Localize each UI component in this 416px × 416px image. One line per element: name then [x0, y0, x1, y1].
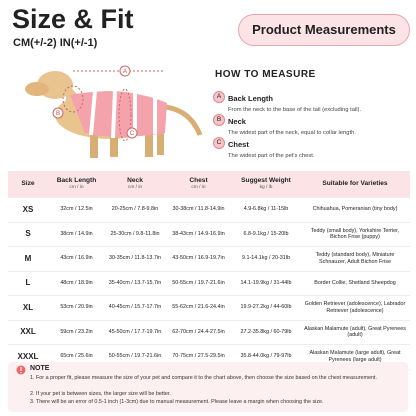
- table-cell: 38-43cm / 14.9-16.9in: [172, 230, 225, 237]
- table-cell: 25-30cm / 9.8-11.8in: [110, 230, 160, 237]
- table-row: XL 53cm / 20.9in 40-45cm / 15.7-17.7in 55-6…: [8, 296, 410, 321]
- measure-item: B Neck The widest part of the neck, equal …: [213, 111, 413, 136]
- table-cell: 48cm / 18.9in: [60, 279, 93, 286]
- table-cell: 27.2-35.8kg / 60-79lb: [240, 328, 292, 335]
- diagram-label: A: [123, 69, 127, 75]
- table-cell: 40-45cm / 15.7-17.7in: [108, 304, 162, 311]
- table-cell: Alaskan Malamute (large adult), Great Py…: [309, 350, 401, 363]
- table-cell: Golden Retriever (adolescence), Labrador…: [304, 301, 406, 314]
- table-cell: Chihuahua, Pomeranian (tiny body): [312, 206, 398, 213]
- header-name: Chest: [189, 176, 208, 184]
- subtitle: CM(+/-2) IN(+/-1): [13, 37, 98, 49]
- measure-name: Back Length: [228, 94, 274, 103]
- measure-desc: The widest part of the pet's chest.: [228, 153, 315, 159]
- measure-key: B: [213, 113, 225, 126]
- header-name: Size: [21, 179, 35, 187]
- table-row: S 38cm / 14.9in 25-30cm / 9.8-11.8in 38-43c…: [8, 223, 410, 247]
- header-cell: Suggest Weight kg / lb: [232, 171, 300, 197]
- table-cell: Teddy (standard body), Miniature Schnauz…: [315, 252, 395, 265]
- table-cell: 62-70cm / 24.4-27.5in: [172, 328, 225, 335]
- table-row: XXL 59cm / 23.2in 45-50cm / 17.7-19.7in 62-…: [8, 321, 410, 345]
- size-cell: XL: [22, 302, 34, 312]
- note-line: 1. For a proper fit, please measure the …: [30, 375, 377, 381]
- measure-heading: A Back Length: [213, 88, 413, 106]
- table-cell: Teddy (small body), Yorkshire Terrier, B…: [310, 227, 400, 241]
- measure-key: A: [213, 90, 225, 103]
- measure-desc: The widest part of the neck, equal to co…: [228, 130, 356, 136]
- table-cell: 53cm / 20.9in: [60, 304, 93, 311]
- header-cell: Chest cm / in: [165, 171, 232, 197]
- table-cell: 50-55cm / 19.7-21.6in: [108, 353, 162, 360]
- table-cell: 19.9-27.2kg / 44-60lb: [240, 304, 292, 311]
- title: Size & Fit: [12, 4, 134, 34]
- measure-item: C Chest The widest part of the pet's chest…: [213, 134, 413, 159]
- header-cell: Suitable for Varieties: [300, 171, 410, 197]
- size-table: Size Back Length cm / in Neck cm / in Chest cm…: [8, 171, 410, 370]
- note-title: NOTE: [30, 365, 50, 372]
- size-cell: XXXL: [17, 351, 39, 361]
- measure-key: C: [213, 136, 225, 149]
- table-cell: 9.1-14.1kg / 20-31lb: [242, 255, 290, 262]
- header-name: Back Length: [56, 176, 97, 184]
- table-cell: 4.9-6.8kg / 11-15lb: [243, 206, 289, 213]
- table-cell: 35-40cm / 13.7-15.7in: [108, 279, 162, 286]
- measure-name: Chest: [228, 140, 249, 149]
- table-cell: 20-25cm / 7.8-9.8in: [111, 206, 159, 213]
- table-cell: 43-50cm / 16.9-19.7in: [172, 255, 225, 262]
- header-name: Suitable for Varieties: [322, 179, 388, 187]
- measure-desc: From the neck to the base of the tail (e…: [228, 107, 362, 113]
- measure-name: Neck: [228, 117, 246, 126]
- measure-heading: C Chest: [213, 134, 413, 152]
- table-cell: Alaskan Malamute (adult), Great Pyrenees…: [304, 325, 406, 339]
- note-box: NOTE 1. For a proper fit, please measure…: [8, 362, 408, 412]
- table-cell: 38cm / 14.9in: [60, 230, 93, 237]
- measure-heading: B Neck: [213, 111, 413, 129]
- size-cell: L: [25, 278, 31, 288]
- table-row: M 43cm / 16.9in 30-35cm / 11.8-13.7in 43-50…: [8, 247, 410, 272]
- size-cell: XS: [22, 204, 34, 214]
- section-title: HOW TO MEASURE: [215, 69, 316, 80]
- table-row: L 48cm / 18.9in 35-40cm / 13.7-15.7in 50-55…: [8, 272, 410, 296]
- measure-item: A Back Length From the neck to the base of…: [213, 88, 413, 113]
- header-name: Neck: [127, 176, 143, 184]
- header-unit: cm / in: [69, 185, 84, 191]
- size-cell: XXL: [20, 327, 36, 337]
- note-line: 3. There will be an error of 0.5-1 inch …: [30, 399, 324, 405]
- table-cell: 14.1-19.9kg / 31-44lb: [240, 279, 292, 286]
- size-cell: M: [24, 253, 32, 263]
- info-icon: [16, 365, 26, 375]
- header-cell: Back Length cm / in: [48, 171, 105, 197]
- diagram-label: B: [56, 111, 60, 117]
- table-cell: 32cm / 12.5in: [60, 206, 93, 213]
- header-unit: cm / in: [127, 185, 143, 191]
- table-cell: 59cm / 23.2in: [60, 328, 93, 335]
- header-unit: cm / in: [191, 185, 206, 191]
- table-cell: 43cm / 16.9in: [60, 255, 93, 262]
- table-cell: 35.8-44.0kg / 79-97lb: [240, 353, 292, 360]
- table-cell: 55-62cm / 21.6-24.4in: [172, 304, 225, 311]
- size-cell: S: [25, 229, 31, 239]
- table-cell: 50-55cm / 19.7-21.6in: [172, 279, 225, 286]
- header-row: Size Back Length cm / in Neck cm / in Chest cm…: [8, 171, 410, 198]
- table-cell: 6.8-9.1kg / 15-20lb: [243, 230, 289, 237]
- table-cell: 70-75cm / 27.5-29.5in: [172, 353, 225, 360]
- header-cell: Neck cm / in: [105, 171, 165, 197]
- table-cell: 30-38cm / 11.8-14.9in: [172, 206, 225, 213]
- header-unit: kg / lb: [259, 185, 273, 191]
- badge: Product Measurements: [238, 14, 410, 46]
- table-row: XS 32cm / 12.5in 20-25cm / 7.8-9.8in 30-38c…: [8, 198, 410, 223]
- table-cell: 45-50cm / 17.7-19.7in: [108, 328, 162, 335]
- table-cell: 65cm / 25.6in: [60, 353, 93, 360]
- table-cell: 30-35cm / 11.8-13.7in: [108, 255, 162, 262]
- header-name: Suggest Weight: [241, 176, 291, 184]
- note-line: 2. If your pet is between sizes, the lar…: [30, 391, 171, 397]
- table-cell: Border Collie, Shetland Sheepdog: [314, 279, 396, 286]
- diagram-label: C: [130, 131, 135, 137]
- header-cell: Size: [8, 171, 48, 197]
- dog-illustration: A B C: [25, 65, 203, 158]
